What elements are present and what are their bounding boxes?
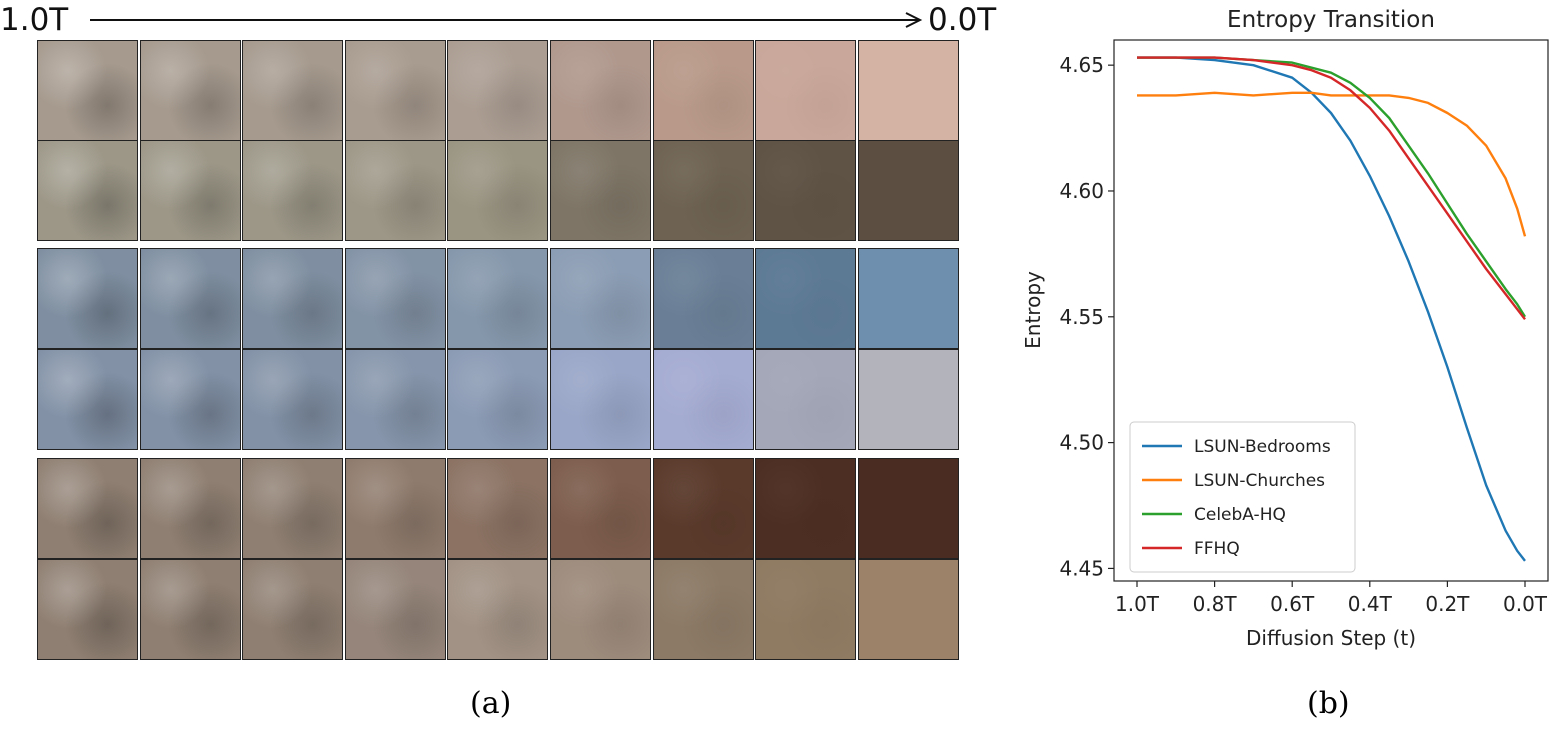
- tile-church-2-step-9: [857, 349, 959, 450]
- tile-church-2-step-7: [652, 349, 754, 450]
- series-line-lsun-churches: [1137, 91, 1527, 237]
- tile-church-1-step-8: [755, 248, 857, 349]
- tile-face-1-step-9: [857, 458, 959, 559]
- tile-face-1-step-4: [344, 458, 446, 559]
- plot-frame: [1113, 39, 1549, 582]
- tile-face-1-step-8: [755, 458, 857, 559]
- tile-face-2-step-8: [755, 559, 857, 660]
- legend-label: CelebA-HQ: [1194, 505, 1286, 525]
- tile-face-2-step-5: [447, 559, 549, 660]
- entropy-chart: Entropy Transition 4.454.504.554.604.65 …: [1021, 7, 1549, 650]
- tile-bedroom-1-step-2: [139, 40, 241, 141]
- legend-label: LSUN-Churches: [1194, 471, 1325, 491]
- tile-face-2-step-2: [139, 559, 241, 660]
- tile-face-2-step-6: [550, 559, 651, 660]
- tile-church-2-step-8: [755, 349, 857, 450]
- x-tick-label: 1.0T: [1115, 592, 1160, 616]
- tile-church-1-step-6: [550, 248, 651, 349]
- tile-bedroom-2-step-5: [447, 140, 549, 241]
- tile-face-1-step-6: [550, 458, 651, 559]
- timeline-arrow: [90, 12, 923, 28]
- tile-face-1-step-7: [652, 458, 754, 559]
- y-axis: 4.45 4.50 4.55 4.60 4.65: [1059, 53, 1114, 580]
- tile-bedroom-1-step-9: [857, 40, 959, 141]
- tile-church-2-step-1: [37, 349, 138, 450]
- tile-church-2-step-3: [242, 349, 344, 450]
- y-tick-label: 4.50: [1059, 431, 1104, 455]
- tile-face-1-step-1: [37, 458, 138, 559]
- x-tick-label: 0.6T: [1270, 592, 1315, 616]
- tile-bedroom-2-step-2: [139, 140, 241, 241]
- tile-bedroom-1-step-7: [652, 40, 754, 141]
- tile-church-2-step-5: [447, 349, 549, 450]
- x-tick-label: 0.2T: [1425, 592, 1470, 616]
- series-line-ffhq: [1137, 56, 1526, 321]
- arrow-end-label: 0.0T: [928, 2, 997, 38]
- tile-church-1-step-2: [139, 248, 241, 349]
- tile-church-1-step-9: [857, 248, 959, 349]
- tile-church-2-step-4: [344, 349, 446, 450]
- x-tick-label: 0.4T: [1348, 592, 1393, 616]
- y-tick-label: 4.45: [1059, 556, 1104, 580]
- tile-face-2-step-9: [857, 559, 959, 660]
- tile-church-1-step-1: [37, 248, 138, 349]
- legend-box: [1129, 421, 1356, 573]
- tile-bedroom-2-step-8: [755, 140, 857, 241]
- x-tick-label: 0.8T: [1193, 592, 1238, 616]
- y-tick-label: 4.55: [1059, 305, 1104, 329]
- series-layer: [1137, 56, 1527, 562]
- tile-church-1-step-7: [652, 248, 754, 349]
- tile-face-1-step-3: [242, 458, 344, 559]
- y-axis-label: Entropy: [1021, 271, 1045, 349]
- tile-face-2-step-7: [652, 559, 754, 660]
- tile-bedroom-2-step-6: [550, 140, 651, 241]
- tile-church-2-step-2: [139, 349, 241, 450]
- caption-a: (a): [470, 686, 512, 721]
- series-line-lsun-bedrooms: [1137, 56, 1526, 562]
- tile-bedroom-2-step-4: [344, 140, 446, 241]
- x-axis-label: Diffusion Step (t): [1246, 626, 1416, 650]
- tile-bedroom-2-step-9: [857, 140, 959, 241]
- y-tick-label: 4.60: [1059, 179, 1104, 203]
- tile-bedroom-2-step-1: [37, 140, 138, 241]
- tile-bedroom-2-step-7: [652, 140, 754, 241]
- tile-bedroom-2-step-3: [242, 140, 344, 241]
- tile-church-1-step-5: [447, 248, 549, 349]
- legend-label: FFHQ: [1194, 539, 1240, 559]
- y-tick-label: 4.65: [1059, 53, 1104, 77]
- x-axis: 1.0T 0.8T 0.6T 0.4T 0.2T 0.0T: [1115, 581, 1548, 616]
- tile-bedroom-1-step-3: [242, 40, 344, 141]
- tile-bedroom-1-step-6: [550, 40, 651, 141]
- caption-b: (b): [1307, 686, 1350, 721]
- tile-face-2-step-1: [37, 559, 138, 660]
- tile-face-1-step-2: [139, 458, 241, 559]
- tile-church-2-step-6: [550, 349, 651, 450]
- tile-church-1-step-3: [242, 248, 344, 349]
- chart-legend: LSUN-Bedrooms LSUN-Churches CelebA-HQ FFHQ: [1129, 421, 1356, 573]
- tile-church-1-step-4: [344, 248, 446, 349]
- tile-bedroom-1-step-5: [447, 40, 549, 141]
- legend-label: LSUN-Bedrooms: [1194, 437, 1331, 457]
- chart-title: Entropy Transition: [1227, 7, 1435, 33]
- tile-bedroom-1-step-8: [755, 40, 857, 141]
- tile-face-2-step-4: [344, 559, 446, 660]
- x-tick-label: 0.0T: [1503, 592, 1548, 616]
- arrow-start-label: 1.0T: [0, 2, 69, 38]
- tile-bedroom-1-step-1: [37, 40, 138, 141]
- denoising-image-grid: [37, 40, 959, 660]
- tile-face-1-step-5: [447, 458, 549, 559]
- tile-face-2-step-3: [242, 559, 344, 660]
- tile-bedroom-1-step-4: [344, 40, 446, 141]
